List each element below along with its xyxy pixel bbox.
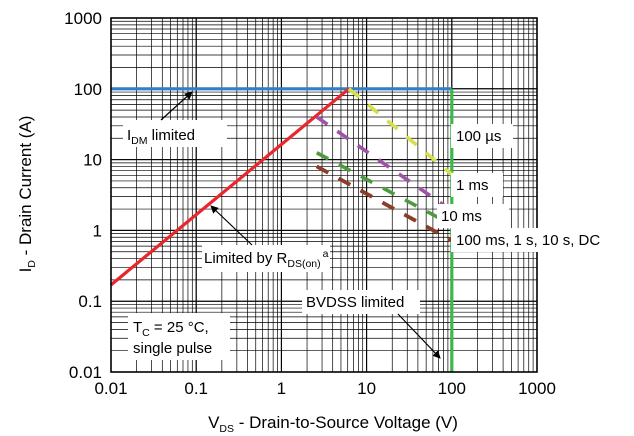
t10ms-label-box (437, 204, 509, 228)
t100ms-dc-label-box (451, 228, 623, 252)
rdson-label-box (202, 245, 330, 272)
y-tick-label: 1 (93, 221, 102, 240)
series-line-rdson (109, 87, 350, 287)
idm-limited-label: IDM limited (127, 127, 195, 147)
bvdss-label-box (302, 290, 420, 314)
bvdss-limited-label: BVDSS limited (306, 294, 404, 311)
x-tick-label: 1000 (518, 379, 556, 398)
series-line-t100us (347, 87, 453, 176)
y-tick-label: 1000 (64, 9, 102, 28)
t100ms-dc-label: 100 ms, 1 s, 10 s, DC (456, 232, 600, 249)
y-tick-label: 100 (74, 80, 102, 99)
t1ms-label: 1 ms (456, 177, 489, 194)
conditions-box (128, 313, 230, 360)
idm-label-box (123, 120, 227, 147)
rdson-limited-label: Limited by RDS(on)a (204, 248, 329, 270)
idm-pointer-arrow (160, 91, 193, 121)
x-tick-label: 10 (357, 379, 376, 398)
x-tick-label: 100 (438, 379, 466, 398)
y-axis-label: ID - Drain Current (A) (16, 116, 38, 273)
y-tick-label: 0.1 (78, 292, 102, 311)
t100us-label: 100 µs (456, 128, 501, 145)
x-tick-label: 1 (277, 379, 286, 398)
series-line-t1ms (315, 115, 453, 213)
plot-frame (110, 17, 538, 373)
annotations: IDM limited 100 µs 1 ms 10 ms 100 ms, 1 … (123, 91, 623, 360)
x-axis-label: VDS - Drain-to-Source Voltage (V) (208, 413, 458, 435)
x-tick-label: 0.01 (94, 379, 127, 398)
x-tick-label: 0.1 (184, 379, 208, 398)
t100us-label-box (451, 124, 513, 148)
series-line-tdc (315, 164, 453, 243)
conditions-pulse: single pulse (133, 340, 212, 357)
tick-labels: 0.01 0.1 1 10 100 1000 0.01 0.1 1 10 100 1000 (64, 9, 556, 398)
bvdss-pointer-arrow (397, 313, 441, 359)
rdson-pointer-arrow (210, 205, 253, 246)
t1ms-label-box (451, 173, 503, 197)
y-tick-label: 10 (83, 151, 102, 170)
t10ms-label: 10 ms (441, 208, 482, 225)
y-tick-label: 0.01 (69, 363, 102, 382)
conditions-tc: TC = 25 °C, (133, 319, 209, 339)
series-line-t10ms (315, 151, 453, 227)
